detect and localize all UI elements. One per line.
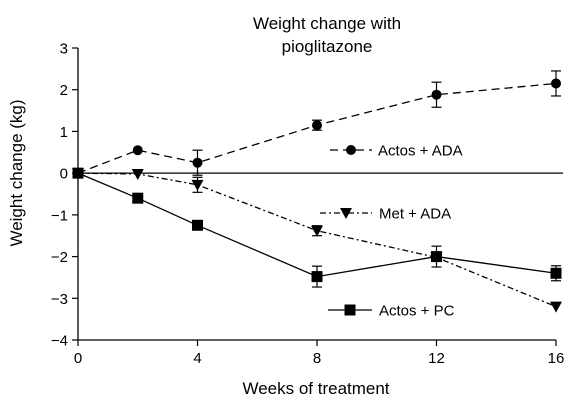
data-point	[72, 167, 84, 179]
data-point	[311, 271, 323, 283]
data-point	[192, 157, 203, 168]
data-point	[550, 301, 562, 313]
x-tick-label: 0	[74, 350, 82, 367]
data-point	[312, 120, 322, 131]
legend-item: Actos + PC	[328, 303, 455, 320]
legend-label: Actos + PC	[379, 303, 455, 320]
y-tick-label: −4	[51, 333, 68, 350]
data-point	[431, 251, 442, 263]
legend-marker	[340, 208, 352, 219]
chart-title-line-1: Weight change with	[253, 14, 401, 33]
legend-marker	[346, 145, 356, 155]
y-tick-label: 1	[60, 124, 68, 141]
chart-title: Weight change with pioglitazone	[253, 14, 401, 56]
y-tick-label: −1	[51, 207, 68, 224]
y-tick-label: 2	[60, 82, 68, 99]
x-tick-label: 8	[313, 350, 321, 367]
legend-label: Actos + ADA	[378, 143, 463, 160]
x-tick-label: 12	[428, 350, 445, 367]
y-tick-label: −3	[51, 291, 68, 308]
data-point	[192, 219, 203, 231]
chart-title-line-2: pioglitazone	[282, 37, 373, 56]
data-point	[131, 168, 144, 180]
series-line	[77, 82, 557, 174]
plot-area	[72, 70, 562, 313]
legend-marker	[344, 304, 356, 316]
data-point	[191, 179, 204, 191]
series-triangle-down	[72, 168, 562, 313]
x-tick-label: 16	[548, 350, 565, 367]
data-point	[132, 145, 143, 156]
data-point	[311, 225, 323, 237]
legend: Actos + ADA Met + ADA Actos + PC	[320, 143, 463, 320]
data-point	[431, 89, 442, 100]
data-point	[551, 78, 561, 89]
y-tick-label: 3	[60, 41, 68, 58]
y-axis-label: Weight change (kg)	[7, 99, 26, 246]
x-axis-label: Weeks of treatment	[242, 379, 389, 398]
data-point	[550, 267, 562, 279]
legend-item: Met + ADA	[320, 206, 451, 223]
series-circle	[73, 70, 561, 179]
series-square	[72, 167, 562, 288]
series-line	[77, 172, 557, 278]
series-line	[77, 172, 557, 308]
data-point	[132, 192, 144, 204]
y-tick-label: 0	[60, 166, 68, 183]
legend-item: Actos + ADA	[330, 143, 463, 160]
y-tick-label: −2	[51, 249, 68, 266]
x-tick-label: 4	[193, 350, 201, 367]
legend-label: Met + ADA	[379, 206, 451, 223]
